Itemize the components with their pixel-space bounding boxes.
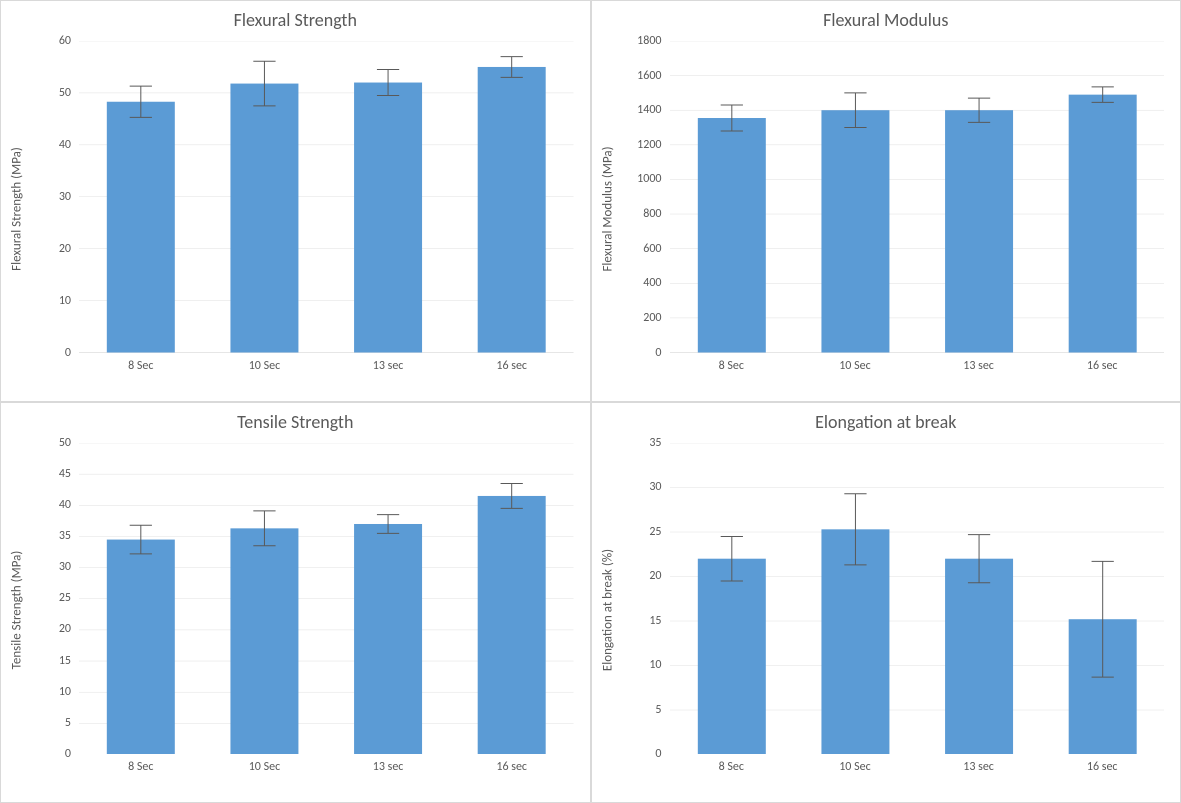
y-ticks: 0102030405060: [35, 41, 75, 353]
y-axis-label: Tensile Strength (MPa): [10, 551, 25, 670]
y-tick-label: 35: [649, 436, 661, 450]
x-tick-label: 16 sec: [1040, 756, 1164, 778]
x-tick-label: 13 sec: [917, 355, 1041, 377]
panel-elongation-at-break: Elongation at break Elongation at break …: [591, 402, 1181, 803]
y-tick-label: 5: [655, 703, 661, 717]
y-axis-label: Elongation at break (%): [600, 549, 615, 671]
bar-chart-svg: [670, 41, 1165, 353]
y-tick-label: 20: [649, 569, 661, 583]
bar: [230, 528, 298, 754]
chart-title: Elongation at break: [592, 411, 1181, 433]
bar: [230, 84, 298, 353]
chart-grid: Flexural Strength Flexural Strength (MPa…: [0, 0, 1181, 803]
y-tick-label: 25: [59, 591, 71, 605]
chart-title: Flexural Modulus: [592, 9, 1181, 31]
y-tick-label: 20: [59, 622, 71, 636]
y-ticks: 05101520253035404550: [35, 443, 75, 755]
plot-area: Tensile Strength (MPa) 05101520253035404…: [35, 443, 582, 779]
y-tick-label: 50: [59, 86, 71, 100]
bar-chart-svg: [79, 443, 574, 755]
bar: [478, 67, 546, 353]
y-tick-label: 0: [655, 747, 661, 761]
panel-flexural-strength: Flexural Strength Flexural Strength (MPa…: [0, 0, 591, 402]
y-tick-label: 1800: [637, 34, 661, 48]
bar: [107, 539, 175, 754]
x-tick-label: 10 Sec: [793, 355, 917, 377]
y-tick-label: 25: [649, 525, 661, 539]
y-tick-label: 20: [59, 242, 71, 256]
y-tick-label: 50: [59, 436, 71, 450]
y-tick-label: 400: [643, 276, 661, 290]
y-tick-label: 0: [65, 747, 71, 761]
plot-inner: [79, 443, 574, 755]
bar: [697, 558, 765, 754]
y-ticks: 05101520253035: [626, 443, 666, 755]
y-tick-label: 30: [59, 560, 71, 574]
bar: [821, 110, 889, 352]
bar: [1068, 95, 1136, 353]
x-ticks: 8 Sec10 Sec13 sec16 sec: [79, 756, 574, 778]
y-tick-label: 1200: [637, 138, 661, 152]
x-tick-label: 8 Sec: [670, 355, 794, 377]
y-tick-label: 200: [643, 311, 661, 325]
y-tick-label: 10: [59, 294, 71, 308]
bar: [354, 523, 422, 754]
y-tick-label: 30: [649, 480, 661, 494]
x-tick-label: 10 Sec: [203, 756, 327, 778]
bar: [945, 558, 1013, 754]
y-tick-label: 35: [59, 529, 71, 543]
x-tick-label: 13 sec: [917, 756, 1041, 778]
x-tick-label: 10 Sec: [203, 355, 327, 377]
plot-inner: [79, 41, 574, 353]
panel-flexural-modulus: Flexural Modulus Flexural Modulus (MPa) …: [591, 0, 1181, 402]
y-tick-label: 15: [649, 614, 661, 628]
x-tick-label: 13 sec: [326, 355, 450, 377]
y-tick-label: 0: [65, 346, 71, 360]
plot-inner: [670, 443, 1165, 755]
y-tick-label: 40: [59, 138, 71, 152]
bar-chart-svg: [79, 41, 574, 353]
plot-area: Elongation at break (%) 05101520253035 8…: [626, 443, 1173, 779]
x-ticks: 8 Sec10 Sec13 sec16 sec: [670, 756, 1165, 778]
y-tick-label: 5: [65, 716, 71, 730]
plot-inner: [670, 41, 1165, 353]
y-tick-label: 1600: [637, 69, 661, 83]
plot-area: Flexural Modulus (MPa) 02004006008001000…: [626, 41, 1173, 377]
x-tick-label: 10 Sec: [793, 756, 917, 778]
panel-tensile-strength: Tensile Strength Tensile Strength (MPa) …: [0, 402, 591, 803]
y-tick-label: 600: [643, 242, 661, 256]
y-tick-label: 30: [59, 190, 71, 204]
x-tick-label: 13 sec: [326, 756, 450, 778]
bar: [478, 495, 546, 754]
x-ticks: 8 Sec10 Sec13 sec16 sec: [79, 355, 574, 377]
bar: [945, 110, 1013, 352]
y-tick-label: 800: [643, 207, 661, 221]
bar: [354, 83, 422, 353]
plot-area: Flexural Strength (MPa) 0102030405060 8 …: [35, 41, 582, 377]
x-tick-label: 8 Sec: [670, 756, 794, 778]
x-tick-label: 16 sec: [450, 756, 574, 778]
x-tick-label: 8 Sec: [79, 756, 203, 778]
y-tick-label: 1400: [637, 103, 661, 117]
y-axis-label: Flexural Modulus (MPa): [600, 146, 615, 271]
y-tick-label: 15: [59, 654, 71, 668]
bar: [107, 102, 175, 353]
y-tick-label: 40: [59, 498, 71, 512]
y-tick-label: 60: [59, 34, 71, 48]
x-tick-label: 16 sec: [1040, 355, 1164, 377]
bar: [697, 118, 765, 352]
y-ticks: 020040060080010001200140016001800: [626, 41, 666, 353]
y-tick-label: 1000: [637, 172, 661, 186]
y-axis-label: Flexural Strength (MPa): [10, 147, 25, 271]
chart-title: Flexural Strength: [1, 9, 590, 31]
y-tick-label: 10: [59, 685, 71, 699]
x-tick-label: 8 Sec: [79, 355, 203, 377]
y-tick-label: 0: [655, 346, 661, 360]
bar-chart-svg: [670, 443, 1165, 755]
x-ticks: 8 Sec10 Sec13 sec16 sec: [670, 355, 1165, 377]
y-tick-label: 10: [649, 658, 661, 672]
y-tick-label: 45: [59, 467, 71, 481]
chart-title: Tensile Strength: [1, 411, 590, 433]
x-tick-label: 16 sec: [450, 355, 574, 377]
